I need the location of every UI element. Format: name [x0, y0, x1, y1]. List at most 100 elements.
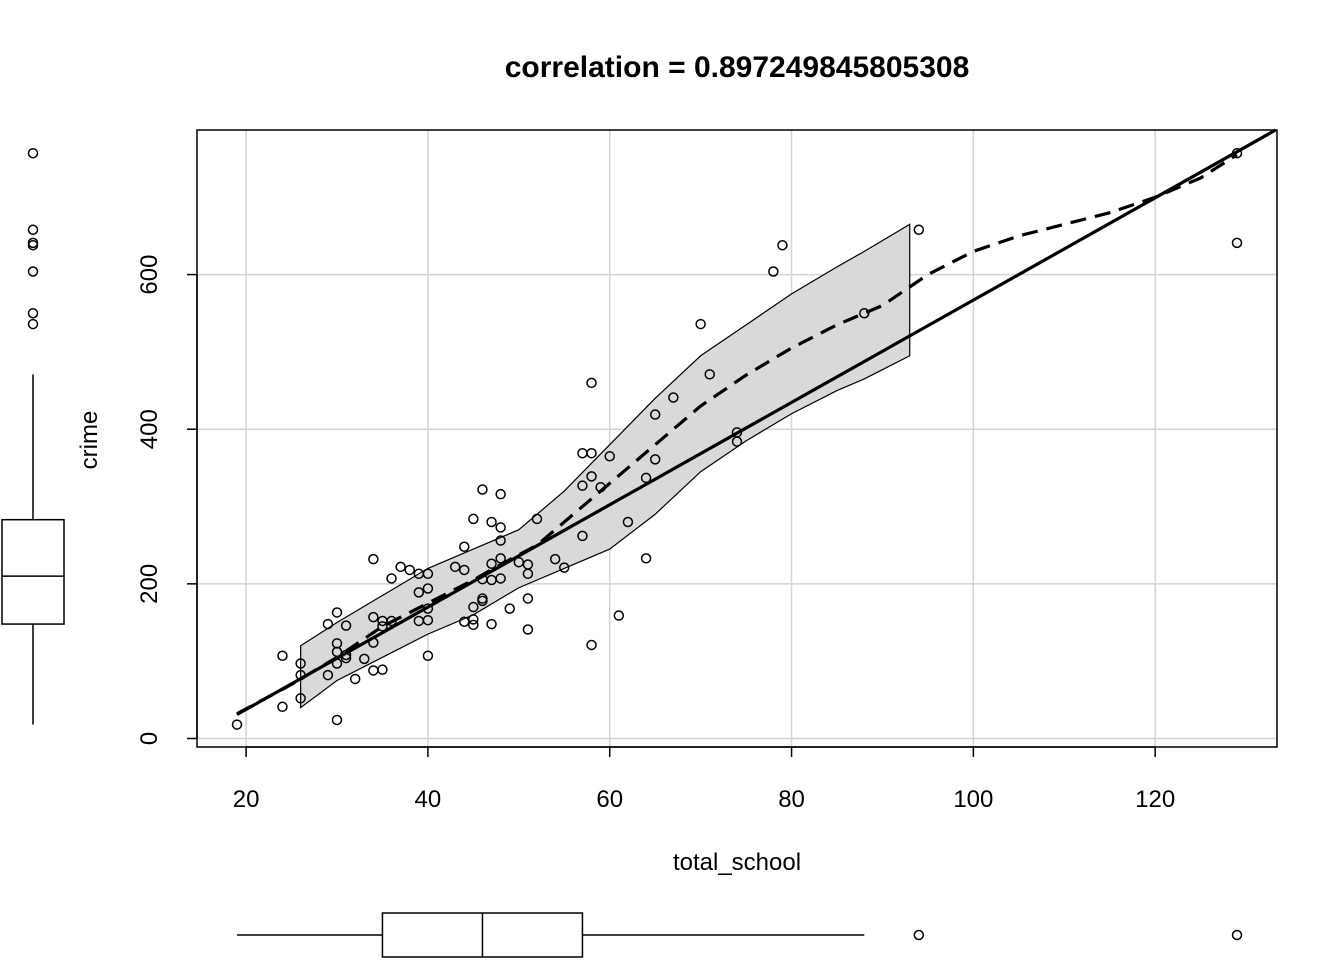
data-point [640, 553, 652, 564]
y-box [1, 518, 65, 625]
y-tick-label: 200 [136, 564, 163, 604]
data-point [422, 614, 434, 626]
y-tick-label: 0 [136, 732, 163, 745]
data-point [522, 624, 534, 635]
y-axis: 0 200 400 600 [136, 255, 198, 745]
data-point [559, 562, 570, 573]
data-point [586, 639, 597, 651]
data-point [295, 658, 306, 669]
data-point [1231, 237, 1243, 249]
data-point [577, 447, 588, 459]
data-point [613, 610, 625, 621]
data-point [322, 618, 334, 630]
y-box-outlier [27, 224, 39, 235]
smooth-line [236, 153, 1238, 716]
x-boxplot [237, 912, 1243, 958]
data-point [359, 653, 370, 665]
data-point [422, 650, 434, 662]
x-tick-label: 120 [1135, 786, 1175, 813]
data-point [395, 561, 406, 573]
data-point [486, 618, 497, 630]
data-point [322, 669, 334, 681]
data-point [586, 471, 597, 482]
data-point [495, 535, 506, 546]
x-tick-label: 60 [596, 786, 623, 813]
confidence-band [300, 223, 911, 709]
data-point [495, 522, 506, 533]
data-point [586, 377, 597, 389]
data-point [531, 513, 543, 525]
y-box-outlier [27, 318, 39, 330]
data-point [413, 587, 425, 598]
regression-line [236, 128, 1277, 716]
data-point [459, 564, 470, 576]
data-point [695, 318, 706, 330]
data-point [468, 601, 479, 613]
data-point [913, 224, 925, 235]
x-tick-label: 20 [233, 786, 260, 813]
data-point [577, 530, 588, 542]
data-point [649, 454, 661, 465]
data-point [368, 665, 379, 676]
data-point [231, 719, 243, 730]
data-point [504, 603, 515, 614]
data-point [495, 488, 506, 500]
data-point [468, 619, 479, 631]
data-point [668, 392, 679, 403]
y-axis-label: crime [76, 411, 103, 470]
x-box-outlier [1231, 929, 1243, 941]
data-point [377, 664, 388, 675]
x-tick-label: 40 [415, 786, 442, 813]
data-point [468, 513, 479, 525]
data-point [349, 673, 361, 685]
y-tick-label: 600 [136, 255, 163, 295]
data-point [549, 553, 561, 565]
data-point [331, 714, 343, 726]
data-point [422, 583, 434, 594]
data-point [768, 266, 779, 277]
y-box-outlier [27, 237, 39, 249]
data-point [586, 447, 597, 459]
data-point [468, 614, 479, 625]
data-point [622, 516, 634, 528]
data-point [859, 307, 870, 319]
y-box-outlier [27, 147, 39, 159]
data-point [368, 611, 379, 623]
x-tick-label: 100 [953, 786, 993, 813]
x-axis-label: total_school [673, 849, 801, 876]
data-point [368, 553, 379, 565]
chart-title: correlation = 0.897249845805308 [505, 51, 970, 84]
y-box-outlier [27, 266, 39, 277]
y-boxplot [1, 147, 65, 725]
data-point [604, 451, 615, 462]
data-point [477, 593, 488, 604]
data-point [422, 568, 434, 580]
data-point [331, 638, 343, 649]
data-point [277, 701, 288, 713]
data-point [340, 620, 352, 631]
data-point [386, 573, 397, 584]
y-tick-label: 400 [136, 409, 163, 449]
data-point [404, 564, 415, 576]
data-point [295, 693, 306, 704]
data-point [331, 607, 343, 618]
data-point [704, 369, 715, 380]
x-box-outlier [913, 929, 925, 941]
x-axis: 20 40 60 80 100 120 [233, 746, 1175, 813]
y-box-outlier [27, 307, 39, 319]
x-tick-label: 80 [778, 786, 805, 813]
data-point [459, 541, 470, 552]
data-point [649, 409, 661, 420]
data-point [577, 480, 588, 491]
data-point [522, 559, 534, 570]
data-point [522, 593, 534, 604]
data-point [777, 239, 788, 251]
data-point [495, 573, 506, 584]
data-point [277, 650, 288, 662]
data-point [486, 516, 497, 528]
data-point [640, 472, 652, 484]
data-point [449, 561, 461, 573]
data-point [486, 558, 497, 570]
data-point [477, 484, 488, 495]
